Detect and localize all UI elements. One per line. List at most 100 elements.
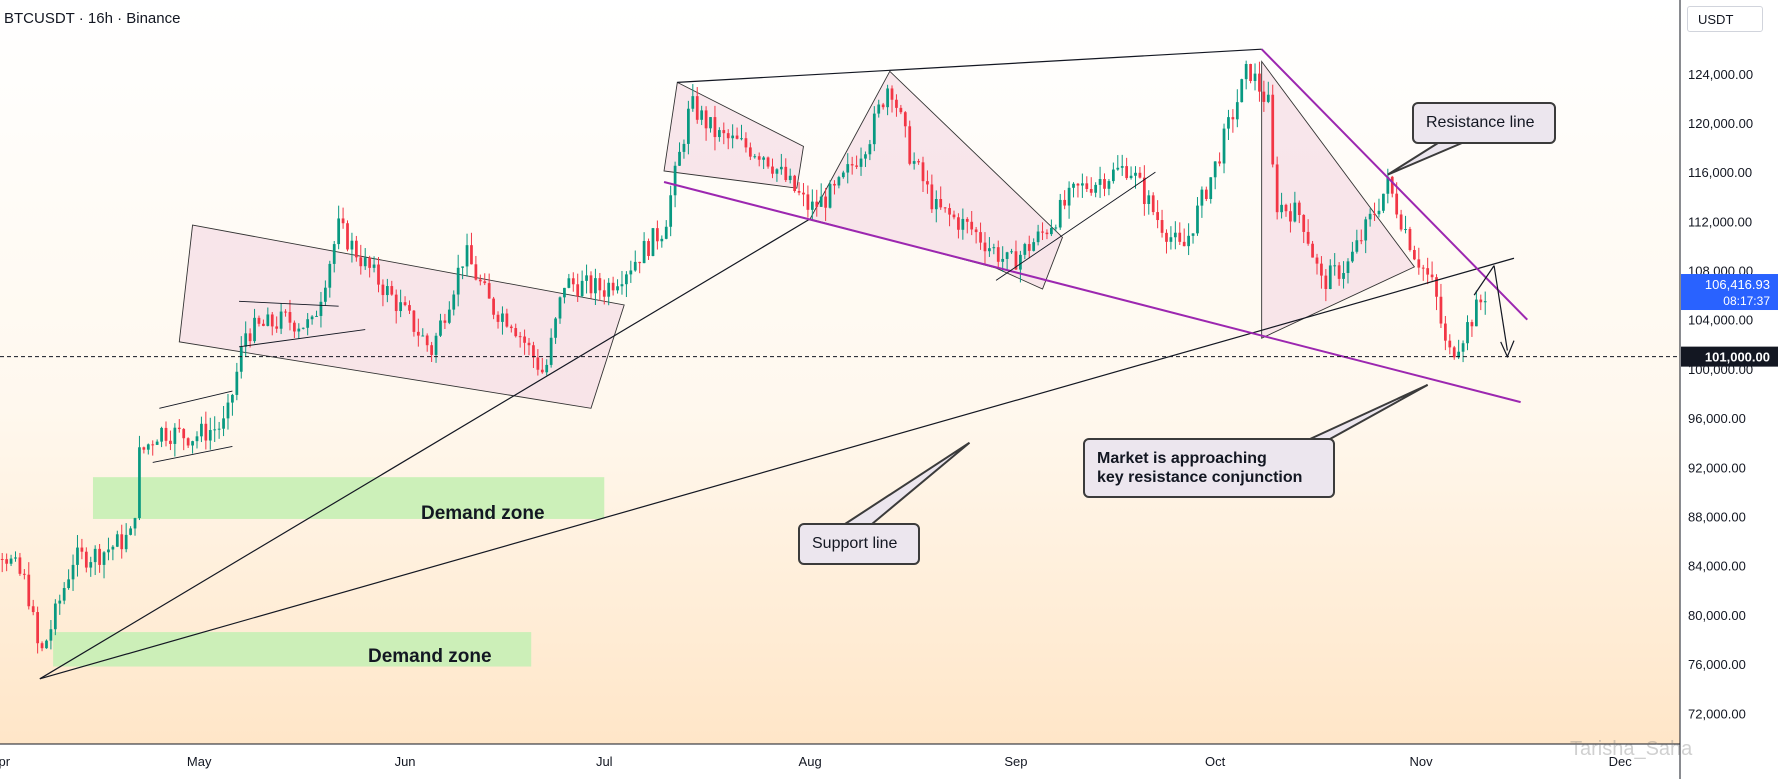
- candle-body: [461, 266, 464, 268]
- candle: [293, 320, 296, 339]
- candle: [1045, 229, 1049, 240]
- candle: [1142, 165, 1146, 216]
- candle-body: [1173, 232, 1177, 238]
- candle-body: [1240, 79, 1244, 103]
- candle: [979, 222, 982, 250]
- candle-body: [864, 154, 867, 159]
- candle-body: [669, 195, 673, 227]
- y-tick-label: 96,000.00: [1688, 411, 1746, 426]
- author-watermark: Tarisha_Saha: [1570, 738, 1693, 760]
- candle: [1231, 109, 1235, 133]
- candle-body: [748, 147, 752, 157]
- candle-body: [930, 184, 934, 210]
- current-price-text: 106,416.93: [1705, 277, 1770, 292]
- candle: [248, 328, 252, 348]
- candle: [1129, 166, 1133, 180]
- candle: [1244, 60, 1248, 90]
- candle: [775, 168, 779, 182]
- candle: [49, 620, 53, 650]
- candle: [1284, 203, 1288, 217]
- candle: [288, 299, 292, 331]
- candle: [850, 156, 854, 175]
- lower-purple-line: [663, 181, 1521, 404]
- candle: [200, 416, 203, 443]
- top-connector-line: [677, 48, 1262, 83]
- y-tick-label: 104,000.00: [1688, 313, 1753, 328]
- candle-body: [350, 240, 354, 250]
- candle: [868, 139, 872, 161]
- candle-body: [213, 429, 217, 431]
- candle: [1173, 221, 1177, 250]
- candle: [501, 306, 504, 335]
- candle-body: [1147, 195, 1151, 205]
- candle-body: [545, 364, 549, 373]
- candle-body: [540, 369, 544, 373]
- symbol-title[interactable]: BTCUSDT · 16h · Binance: [4, 10, 181, 27]
- candle: [890, 85, 894, 113]
- candle-body: [439, 320, 442, 336]
- candle-body: [49, 629, 53, 641]
- candle: [496, 311, 500, 329]
- candle-body: [266, 314, 270, 326]
- candle-body: [1085, 183, 1089, 189]
- candle: [988, 237, 991, 257]
- candle-body: [1386, 176, 1390, 194]
- candle-body: [1134, 172, 1137, 176]
- candle-body: [757, 156, 761, 160]
- candle: [111, 545, 115, 561]
- candle-body: [346, 223, 349, 250]
- candle: [629, 260, 633, 283]
- candle: [903, 111, 907, 138]
- candle: [5, 553, 9, 572]
- candle-body: [1125, 166, 1129, 179]
- candle: [611, 276, 615, 296]
- candle-body: [567, 278, 571, 288]
- candle: [1479, 294, 1483, 311]
- candle-body: [704, 110, 708, 129]
- candle-body: [1231, 117, 1235, 120]
- candle-body: [518, 336, 522, 338]
- candle-body: [80, 547, 84, 552]
- candle: [253, 308, 256, 344]
- candle-body: [182, 429, 186, 439]
- candle-body: [797, 191, 801, 193]
- candle: [664, 220, 668, 240]
- candle: [837, 175, 841, 189]
- candle: [377, 257, 380, 293]
- candle-body: [244, 333, 248, 347]
- candle-body: [660, 238, 664, 242]
- candle-body: [1200, 189, 1204, 206]
- candle: [341, 207, 345, 229]
- candle: [217, 421, 221, 439]
- candle-body: [505, 313, 509, 327]
- candle: [177, 419, 181, 433]
- candle-body: [594, 278, 597, 294]
- candle: [576, 273, 580, 302]
- demand-zone-label-upper: Demand zone: [421, 503, 545, 524]
- candle: [585, 264, 588, 294]
- candle: [133, 517, 137, 536]
- candle-body: [571, 278, 575, 285]
- candle: [996, 240, 1000, 268]
- candle-body: [377, 264, 380, 285]
- candle: [656, 220, 659, 250]
- candle-body: [275, 326, 279, 329]
- candle: [1120, 154, 1124, 176]
- candle: [872, 106, 876, 152]
- candle: [660, 235, 664, 248]
- candle: [412, 309, 416, 337]
- currency-selector[interactable]: USDT: [1687, 6, 1763, 32]
- candle: [669, 185, 673, 237]
- candle-body: [939, 199, 943, 208]
- candle: [549, 328, 553, 368]
- candle: [713, 105, 717, 151]
- candle: [58, 594, 62, 615]
- candle: [160, 426, 163, 448]
- candle: [939, 186, 943, 210]
- candle: [762, 156, 766, 170]
- candle-body: [881, 104, 885, 108]
- candle-body: [1297, 202, 1301, 215]
- candle: [461, 266, 464, 280]
